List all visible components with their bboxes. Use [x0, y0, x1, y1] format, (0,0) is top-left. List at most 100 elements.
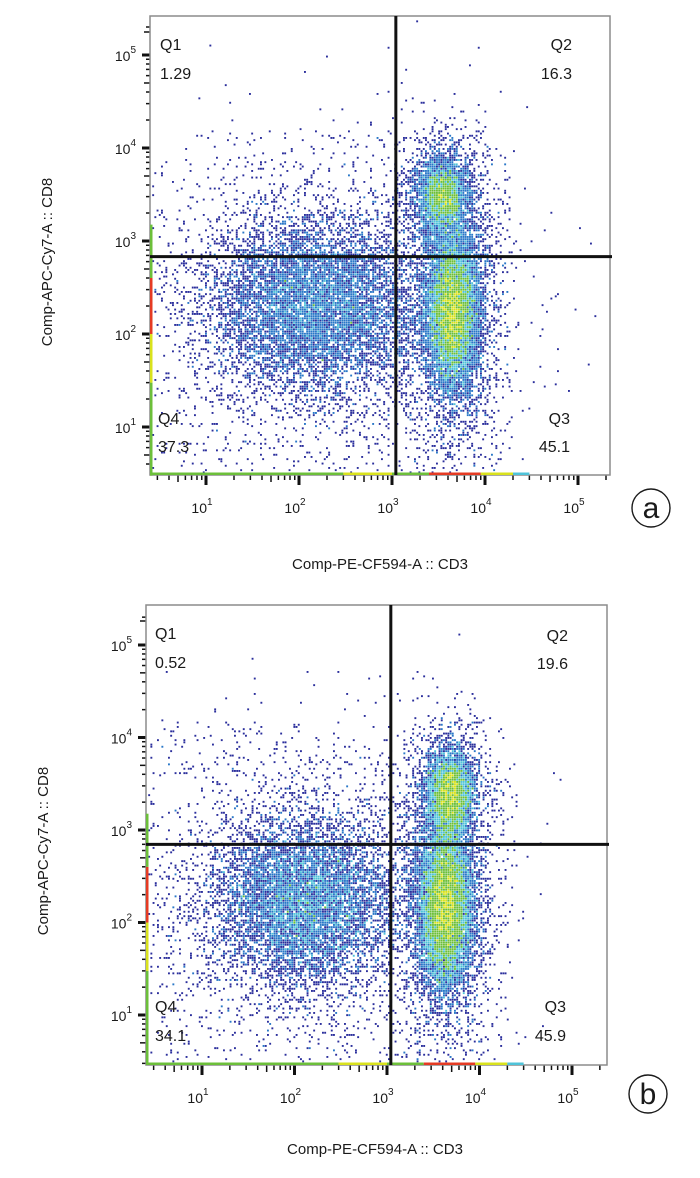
density-dot — [436, 269, 438, 271]
density-dot — [235, 286, 238, 289]
density-dot — [312, 170, 315, 172]
density-dot — [262, 264, 265, 267]
density-dot — [431, 126, 434, 128]
density-dot — [447, 242, 449, 245]
density-dot — [367, 231, 370, 234]
density-dot — [486, 282, 489, 285]
density-dot — [262, 200, 265, 203]
density-dot — [367, 275, 370, 278]
density-dot — [297, 192, 300, 194]
density-dot — [400, 273, 403, 276]
density-dot — [449, 284, 452, 287]
density-dot — [484, 244, 487, 247]
density-dot — [464, 282, 467, 285]
density-dot — [438, 156, 441, 159]
density-dot — [475, 275, 478, 278]
density-dot — [504, 178, 507, 181]
density-dot — [475, 130, 478, 133]
density-dot — [191, 249, 194, 252]
density-dot — [220, 233, 223, 236]
density-dot — [504, 209, 507, 212]
density-dot — [473, 176, 476, 179]
density-dot — [385, 220, 388, 223]
density-dot — [422, 101, 425, 104]
density-dot — [433, 258, 436, 260]
density-dot — [381, 244, 383, 247]
density-dot — [323, 299, 326, 302]
density-dot — [350, 227, 353, 230]
density-dot — [370, 189, 372, 192]
density-dot — [370, 170, 372, 172]
density-dot — [414, 187, 416, 190]
density-dot — [253, 238, 256, 241]
density-dot — [449, 163, 452, 166]
density-dot — [440, 170, 443, 172]
density-dot — [458, 139, 460, 142]
density-dot — [356, 271, 359, 274]
density-dot — [308, 238, 311, 241]
density-dot — [436, 220, 438, 223]
density-dot — [290, 262, 293, 265]
density-dot — [447, 253, 449, 256]
density-dot — [293, 251, 295, 254]
density-dot — [321, 271, 324, 274]
density-dot — [352, 275, 355, 278]
density-dot — [337, 277, 339, 280]
density-dot — [400, 275, 403, 278]
density-dot — [255, 214, 258, 216]
density-dot — [433, 269, 436, 271]
density-dot — [277, 284, 280, 287]
density-dot — [453, 187, 456, 190]
density-dot — [359, 295, 361, 298]
density-dot — [321, 295, 324, 298]
density-dot — [462, 269, 465, 271]
density-dot — [449, 275, 452, 278]
density-dot — [310, 233, 313, 236]
density-dot — [429, 174, 432, 177]
density-dot — [288, 225, 291, 227]
density-dot — [301, 220, 304, 223]
density-dot — [440, 269, 443, 271]
density-dot — [453, 282, 456, 285]
density-dot — [363, 240, 366, 243]
density-dot — [367, 244, 370, 247]
density-dot — [345, 251, 348, 254]
density-dot — [403, 260, 405, 263]
density-dot — [279, 277, 282, 280]
density-dot — [403, 291, 405, 293]
density-dot — [438, 172, 441, 175]
density-dot — [409, 198, 412, 201]
density-dot — [416, 137, 419, 139]
density-dot — [343, 262, 346, 265]
density-dot — [420, 207, 423, 210]
density-dot — [422, 251, 425, 254]
density-dot — [231, 295, 234, 298]
density-dot — [356, 203, 359, 205]
density-dot — [231, 286, 234, 289]
density-dot — [502, 227, 504, 230]
density-dot — [464, 172, 467, 175]
density-dot — [405, 264, 408, 267]
density-dot — [235, 236, 238, 238]
density-dot — [431, 258, 434, 260]
density-dot — [455, 198, 458, 201]
density-dot — [345, 280, 348, 282]
density-dot — [229, 101, 232, 104]
density-dot — [308, 258, 311, 260]
density-dot — [444, 291, 447, 293]
density-dot — [453, 176, 456, 179]
density-dot — [242, 192, 245, 194]
x-tick-base: 10 — [191, 500, 207, 516]
density-dot — [332, 189, 335, 192]
density-dot — [207, 260, 210, 263]
density-dot — [341, 271, 344, 274]
density-dot — [449, 282, 452, 285]
density-dot — [440, 183, 443, 186]
density-dot — [447, 225, 449, 227]
density-dot — [348, 216, 350, 219]
density-dot — [436, 200, 438, 203]
density-dot — [242, 286, 245, 289]
density-dot — [400, 170, 403, 172]
density-dot — [447, 284, 449, 287]
density-dot — [297, 240, 300, 243]
